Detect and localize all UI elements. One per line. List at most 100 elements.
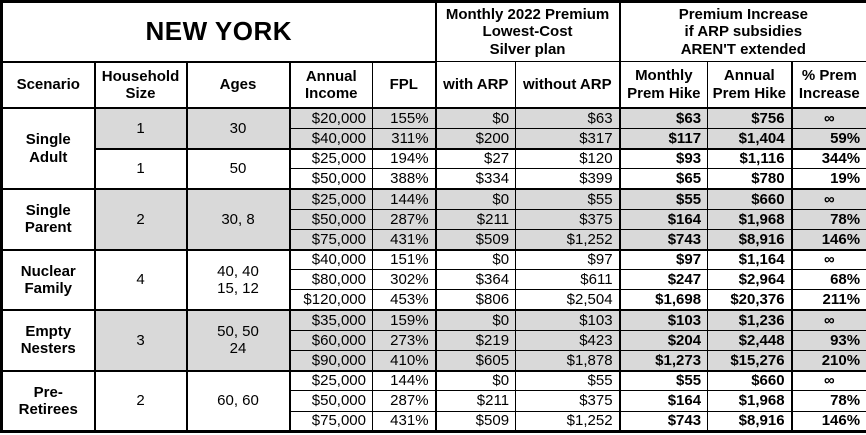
with-arp-cell: $211 (434, 208, 517, 230)
without-arp-cell: $611 (515, 269, 621, 291)
without-arp-cell: $375 (515, 390, 621, 412)
fpl-cell: 453% (371, 289, 437, 311)
without-arp-cell: $97 (515, 248, 621, 271)
annual-hike-cell: $1,116 (707, 147, 793, 170)
fpl-cell: 410% (371, 350, 437, 372)
annual-hike-cell: $660 (707, 369, 793, 392)
table-row: $50,000 388% $334 $399 $65 $780 19% (2, 168, 866, 190)
fpl-cell: 155% (371, 107, 437, 129)
annual-hike-cell: $660 (707, 187, 793, 210)
with-arp-cell: $211 (434, 390, 517, 412)
annual-income-cell: $50,000 (288, 208, 373, 230)
with-arp-cell: $806 (434, 289, 517, 311)
pct-increase-cell: 146% (790, 410, 866, 433)
table-row: $50,000 287% $211 $375 $164 $1,968 78% (2, 390, 866, 412)
pct-increase-cell: ∞ (790, 107, 866, 129)
ages-cell: 60, 60 (185, 369, 290, 432)
pct-increase-cell: 19% (790, 168, 866, 190)
monthly-hike-cell: $63 (618, 107, 709, 129)
annual-hike-cell: $1,968 (707, 390, 793, 412)
with-arp-cell: $0 (434, 248, 517, 271)
annual-hike-cell: $1,236 (707, 309, 793, 331)
col-header-ages: Ages (185, 60, 290, 110)
col-header-with-arp: with ARP (434, 61, 517, 110)
monthly-hike-cell: $55 (618, 369, 709, 392)
with-arp-cell: $0 (434, 187, 517, 210)
without-arp-cell: $1,252 (515, 228, 621, 251)
monthly-hike-cell: $103 (618, 309, 709, 331)
with-arp-cell: $509 (434, 410, 517, 433)
household-size-cell: 2 (93, 187, 187, 251)
table-row: $75,000 431% $509 $1,252 $743 $8,916 146… (2, 228, 866, 251)
table-row: $90,000 410% $605 $1,878 $1,273 $15,276 … (2, 350, 866, 372)
monthly-hike-cell: $1,698 (618, 289, 709, 311)
without-arp-cell: $423 (515, 329, 621, 352)
annual-hike-cell: $756 (707, 107, 793, 129)
household-size-cell: 1 (93, 107, 187, 150)
table-row: $75,000 431% $509 $1,252 $743 $8,916 146… (2, 410, 866, 433)
with-arp-cell: $334 (434, 168, 517, 190)
annual-hike-cell: $15,276 (707, 350, 793, 372)
with-arp-cell: $0 (434, 369, 517, 392)
ages-cell: 30, 8 (185, 187, 290, 251)
annual-income-cell: $50,000 (288, 390, 373, 412)
annual-income-cell: $40,000 (288, 248, 373, 271)
with-arp-cell: $605 (434, 350, 517, 372)
ages-cell: 50, 50 24 (185, 309, 290, 372)
with-arp-cell: $364 (434, 269, 517, 291)
annual-income-cell: $75,000 (288, 410, 373, 433)
fpl-cell: 431% (371, 228, 437, 251)
table-row: $80,000 302% $364 $611 $247 $2,964 68% (2, 269, 866, 291)
fpl-cell: 287% (371, 390, 437, 412)
fpl-cell: 311% (371, 127, 437, 150)
annual-hike-cell: $2,964 (707, 269, 793, 291)
household-size-cell: 4 (93, 248, 187, 311)
fpl-cell: 144% (371, 369, 437, 392)
scenario-cell: Pre- Retirees (1, 369, 95, 432)
annual-income-cell: $25,000 (288, 187, 373, 210)
pct-increase-cell: 78% (790, 390, 866, 412)
pct-increase-cell: 146% (790, 228, 866, 251)
scenario-cell: Single Adult (1, 107, 95, 190)
with-arp-cell: $27 (434, 147, 517, 170)
col-header-without-arp: without ARP (515, 61, 621, 110)
col-header-scenario: Scenario (1, 60, 95, 110)
ages-cell: 40, 40 15, 12 (185, 248, 290, 311)
pct-increase-cell: 68% (790, 269, 866, 291)
fpl-cell: 159% (371, 309, 437, 331)
annual-hike-cell: $1,404 (707, 127, 793, 150)
annual-hike-cell: $8,916 (707, 228, 793, 251)
monthly-hike-cell: $204 (618, 329, 709, 352)
pct-increase-cell: 344% (790, 147, 866, 170)
annual-income-cell: $50,000 (288, 168, 373, 190)
annual-income-cell: $25,000 (288, 147, 373, 170)
monthly-hike-cell: $117 (618, 127, 709, 150)
increase-group-header: Premium Increase if ARP subsidies AREN'T… (618, 0, 866, 63)
fpl-cell: 388% (371, 168, 437, 190)
monthly-hike-cell: $743 (618, 410, 709, 433)
fpl-cell: 431% (371, 410, 437, 433)
with-arp-cell: $0 (434, 107, 517, 129)
without-arp-cell: $375 (515, 208, 621, 230)
annual-hike-cell: $8,916 (707, 410, 793, 433)
pct-increase-cell: ∞ (790, 187, 866, 210)
annual-hike-cell: $20,376 (707, 289, 793, 311)
scenario-cell: Single Parent (1, 187, 95, 251)
table-header-row: Scenario Household Size Ages Annual Inco… (1, 60, 866, 110)
fpl-cell: 302% (371, 269, 437, 291)
ages-cell: 50 (185, 147, 290, 190)
pct-increase-cell: ∞ (790, 309, 866, 331)
table-row: Pre- Retirees 2 60, 60 $25,000 144% $0 $… (1, 369, 866, 432)
annual-hike-cell: $1,968 (707, 208, 793, 230)
table-row: Single Adult 1 30 $20,000 155% $0 $63 $6… (1, 107, 866, 190)
page-title: NEW YORK (0, 0, 437, 63)
table-row: $40,000 311% $200 $317 $117 $1,404 59% (2, 127, 866, 150)
annual-income-cell: $20,000 (288, 107, 373, 129)
pct-increase-cell: 93% (790, 329, 866, 352)
table-row: Empty Nesters 3 50, 50 24 $35,000 159% $… (1, 309, 866, 372)
annual-income-cell: $120,000 (288, 289, 373, 311)
pct-increase-cell: 78% (790, 208, 866, 230)
without-arp-cell: $1,878 (515, 350, 621, 372)
annual-income-cell: $35,000 (288, 309, 373, 331)
